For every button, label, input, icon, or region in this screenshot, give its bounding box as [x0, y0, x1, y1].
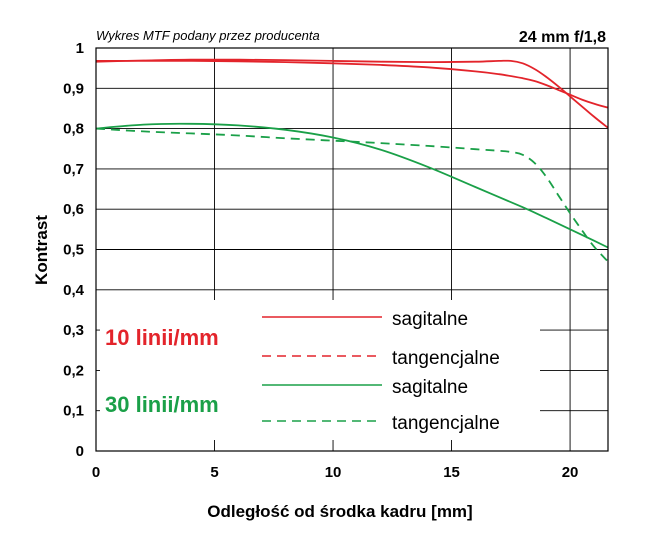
- legend-label-10-tangencjalne: tangencjalne: [392, 348, 500, 369]
- plot-frame: [95, 47, 609, 452]
- y-tick-label: 0,4: [63, 282, 85, 299]
- series-line-10-tangencjalne: [95, 58, 609, 129]
- x-tick-label: 0: [92, 464, 100, 481]
- legend-group-10: 10 linii/mm: [105, 325, 219, 350]
- tick-labels: 00,10,20,30,40,50,60,70,80,910 5 10 15 20: [63, 40, 578, 481]
- legend-label-10-sagitalne: sagitalne: [392, 309, 468, 330]
- series-line-30-sagitalne: [95, 122, 609, 249]
- x-axis-label: Odległość od środka kadru [mm]: [207, 502, 472, 521]
- x-tick-label: 10: [325, 464, 342, 481]
- y-tick-label: 0: [76, 443, 84, 460]
- legend-background: [100, 300, 540, 440]
- y-tick-label: 0,9: [63, 80, 84, 97]
- series-line-30-tangencjalne: [95, 127, 609, 263]
- y-tick-label: 0,7: [63, 161, 84, 178]
- y-tick-label: 0,1: [63, 403, 84, 420]
- series-line-10-sagitalne: [96, 59, 609, 109]
- y-tick-label: 0,2: [63, 362, 84, 379]
- legend-group-30: 30 linii/mm: [105, 392, 219, 417]
- y-tick-label: 0,6: [63, 201, 84, 218]
- x-tick-label: 20: [562, 464, 579, 481]
- y-tick-label: 0,8: [63, 121, 84, 138]
- legend-label-30-sagitalne: sagitalne: [392, 377, 468, 398]
- y-tick-label: 0,3: [63, 322, 84, 339]
- chart-subtitle: Wykres MTF podany przez producenta: [96, 28, 320, 43]
- chart-title: 24 mm f/1,8: [519, 29, 606, 46]
- legend: 10 linii/mm sagitalne tangencjalne 30 li…: [100, 300, 540, 440]
- x-tick-label: 5: [210, 464, 218, 481]
- legend-label-30-tangencjalne: tangencjalne: [392, 413, 500, 434]
- y-tick-label: 1: [76, 40, 84, 57]
- series-lines: [95, 58, 609, 263]
- y-tick-label: 0,5: [63, 242, 84, 259]
- x-tick-label: 15: [443, 464, 460, 481]
- y-axis-label: Kontrast: [32, 215, 51, 285]
